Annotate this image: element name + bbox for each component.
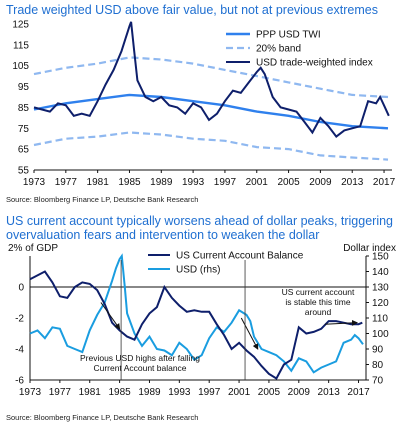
chart2-annotation-stable-line3: around [305,307,332,317]
chart2-title: US current account typically worsens ahe… [6,214,394,242]
chart1-y-tick-label: 65 [18,145,30,156]
chart1-x-tick-label: 1973 [23,177,46,188]
chart2-right-tick-label: 100 [372,329,389,340]
chart2-usd-line [29,253,364,374]
chart1-x-tick-label: 2005 [277,177,300,188]
chart1-x-tick-label: 1977 [55,177,78,188]
chart1-y-tick-label: 95 [18,82,30,93]
chart2-left-tick-label: 0 [18,283,24,294]
chart2-left-tick-label: -4 [15,345,24,356]
chart2-left-tick-label: -2 [15,314,24,325]
chart2-legend-label-usd: USD (rhs) [176,265,220,276]
chart2-x-tick-label: 2001 [228,387,251,398]
chart2-x-tick-label: 1981 [79,387,102,398]
chart2-x-tick-label: 1977 [49,387,72,398]
chart1-x-tick-label: 1981 [87,177,110,188]
chart1-x-tick-label: 1989 [150,177,173,188]
chart1-legend-label-usd: USD trade-weighted index [256,58,373,69]
chart2-current-account-line [29,270,363,380]
chart2-annotation-previous-line1: Previous USD highs after falling [80,353,200,363]
chart2-x-tick-label: 1993 [168,387,191,398]
chart1-band-upper-line [33,56,389,99]
chart2-right-tick-label: 130 [372,283,389,294]
chart2-right-tick-label: 70 [372,376,384,387]
chart2-annotation-previous-line2: Current Account balance [93,363,186,373]
chart1-y-tick-label: 85 [18,103,30,114]
chart1-title: Trade weighted USD above fair value, but… [6,3,378,17]
chart1-x-tick-label: 1997 [214,177,237,188]
chart1-x-tick-label: 2013 [341,177,364,188]
chart1-x-tick-label: 2001 [246,177,269,188]
chart2-right-tick-label: 120 [372,298,389,309]
chart2-x-tick-label: 2005 [258,387,281,398]
chart2-x-tick-label: 2009 [288,387,311,398]
chart1-y-tick-label: 75 [18,124,30,135]
chart2-x-tick-label: 1989 [138,387,161,398]
chart1-legend-label-ppp: PPP USD TWI [256,30,321,41]
chart2-annotation-stable-line1: US current account [282,287,355,297]
chart2-right-tick-label: 90 [372,345,384,356]
chart2-right-tick-label: 80 [372,360,384,371]
chart2-x-tick-label: 2017 [347,387,370,398]
chart2-legend-label-ca: US Current Account Balance [176,251,304,262]
chart1-x-tick-label: 1985 [118,177,141,188]
chart2-arrow-2002 [240,317,259,350]
chart2-arrow-2016 [324,319,359,326]
chart1-x-tick-label: 2009 [309,177,332,188]
chart2-x-tick-label: 1997 [198,387,221,398]
chart1-legend-label-band: 20% band [256,44,301,55]
chart2-right-tick-label: 110 [372,314,388,325]
chart2-x-tick-label: 1973 [19,387,42,398]
chart2-right-axis-title: Dollar index [343,243,396,254]
chart2-source: Source: Bloomberg Finance LP, Deutsche B… [6,413,199,422]
chart1-y-tick-label: 115 [13,40,29,51]
chart2-x-tick-label: 1985 [108,387,131,398]
chart2-arrow-1985 [100,302,121,330]
chart1-ppp-line [33,93,389,130]
chart2-right-tick-label: 140 [372,267,389,278]
chart2-annotation-stable-line2: is stable this time [285,297,350,307]
chart2-x-tick-label: 2013 [318,387,341,398]
chart2-plot: 2% of GDP Dollar index 0 -2 -4 -6 150 140 130 120… [8,243,396,398]
chart1-x-tick-label: 1993 [182,177,205,188]
chart1-band-lower-line [33,131,389,161]
chart2-right-tick-label: 150 [372,252,389,263]
chart1-x-tick-label: 2017 [373,177,396,188]
chart2-left-axis-title: 2% of GDP [8,243,58,254]
chart1-source: Source: Bloomberg Finance LP, Deutsche B… [6,195,199,204]
chart1-y-tick-label: 125 [12,20,29,31]
chart1-y-tick-label: 55 [18,166,30,177]
chart1-usd-line [33,21,390,139]
chart2-left-tick-label: -6 [15,376,24,387]
chart1-y-tick-label: 105 [12,61,29,72]
